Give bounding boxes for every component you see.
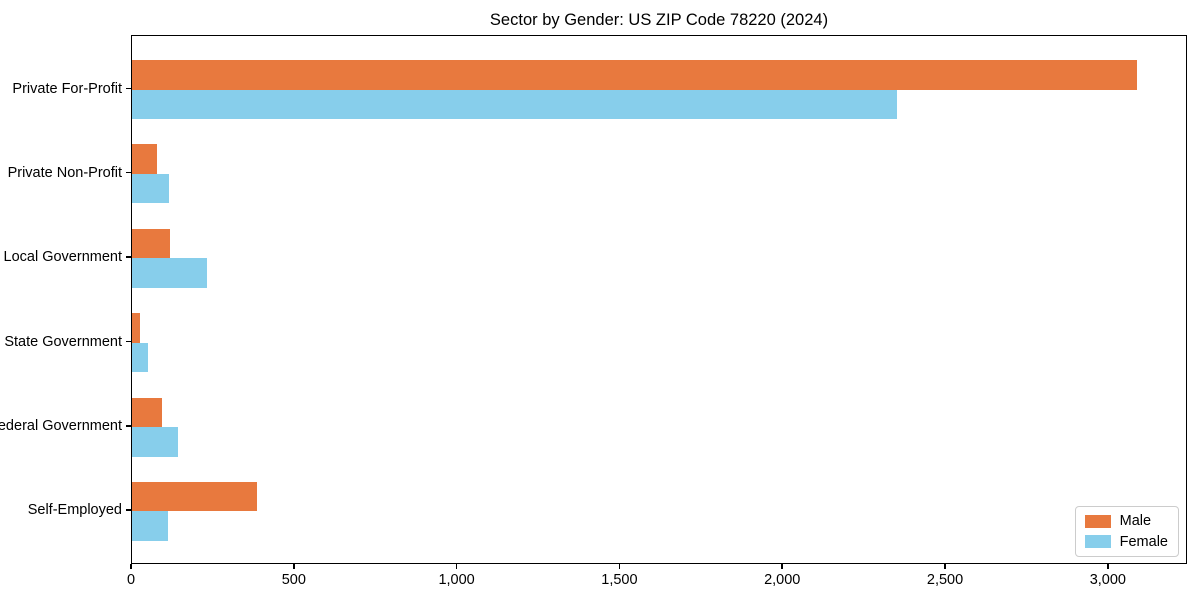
- plot-area: Male Female: [131, 35, 1187, 564]
- y-tick: [126, 171, 131, 174]
- x-tick-label: 500: [281, 572, 306, 588]
- legend-swatch-female: [1084, 535, 1111, 549]
- x-tick: [944, 564, 946, 569]
- y-tick: [126, 425, 131, 427]
- bar-female-4: [132, 342, 148, 373]
- category-label: Private Non-Profit: [7, 164, 122, 181]
- x-tick: [455, 564, 458, 569]
- bar-female-6: [132, 511, 168, 541]
- legend: Male Female: [1074, 506, 1179, 557]
- category-label: Self-Employed: [27, 502, 122, 519]
- x-tick-label: 0: [126, 572, 136, 588]
- x-tick: [293, 564, 295, 569]
- x-tick-label: 1,000: [438, 572, 475, 588]
- x-tick: [130, 564, 132, 569]
- y-tick: [126, 340, 131, 343]
- x-tick: [618, 564, 621, 569]
- bar-female-1: [132, 89, 897, 120]
- x-tick-label: 1,500: [601, 572, 638, 588]
- x-tick-label: 2,500: [926, 572, 964, 588]
- bar-male-5: [132, 397, 162, 428]
- category-label: Federal Government: [0, 418, 122, 435]
- category-label: Local Government: [3, 249, 122, 266]
- chart-title: Sector by Gender: US ZIP Code 78220 (202…: [489, 11, 829, 29]
- bar-female-2: [132, 173, 169, 204]
- bar-male-2: [132, 144, 157, 174]
- bar-male-1: [132, 60, 1137, 90]
- x-tick: [781, 564, 783, 569]
- x-tick-label: 3,000: [1089, 572, 1127, 588]
- bar-male-4: [132, 313, 140, 343]
- legend-label: Female: [1119, 533, 1168, 550]
- bar-female-3: [132, 258, 207, 288]
- legend-entry-female: Female: [1084, 533, 1168, 550]
- legend-swatch-male: [1084, 514, 1111, 528]
- bar-female-5: [132, 427, 178, 457]
- bar-male-3: [132, 228, 170, 259]
- legend-label: Male: [1119, 513, 1152, 529]
- y-tick: [126, 509, 131, 511]
- x-tick-label: 2,000: [764, 572, 801, 588]
- category-label: Private For-Profit: [12, 80, 122, 97]
- legend-entry-male: Male: [1084, 513, 1168, 529]
- y-tick: [126, 256, 131, 258]
- x-tick: [1107, 564, 1109, 569]
- y-tick: [126, 87, 131, 90]
- category-label: State Government: [4, 333, 122, 350]
- bar-male-6: [132, 481, 257, 512]
